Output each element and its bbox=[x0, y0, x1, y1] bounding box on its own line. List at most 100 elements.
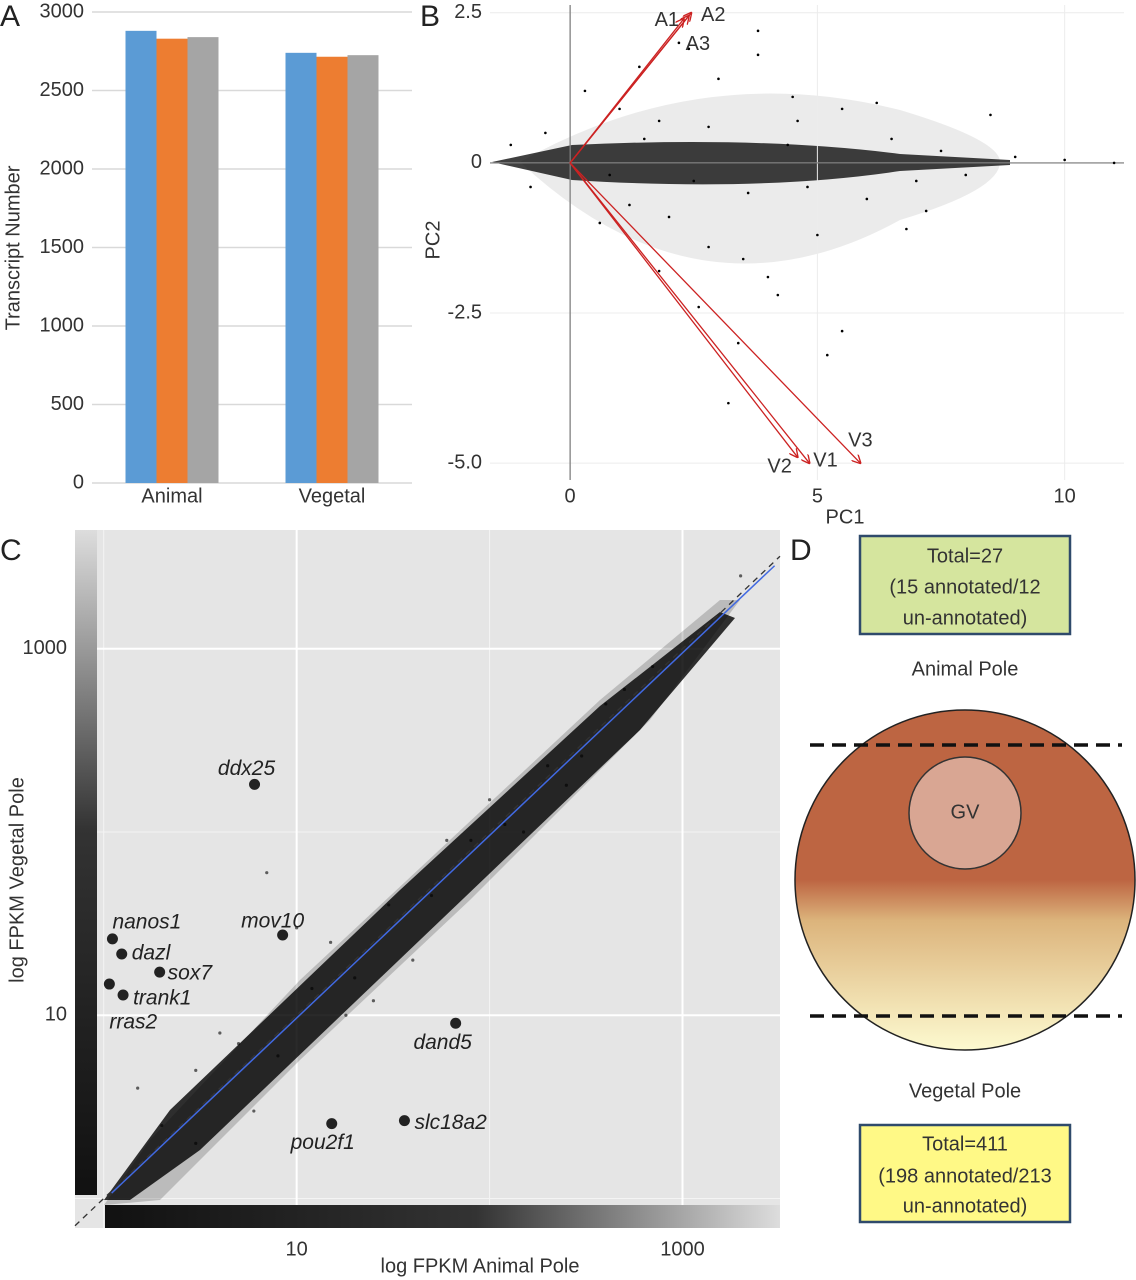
bar bbox=[187, 37, 219, 484]
point bbox=[667, 215, 671, 219]
y-tick-label: 2500 bbox=[40, 79, 85, 101]
gene-point bbox=[450, 1017, 462, 1029]
density-band bbox=[104, 600, 740, 1205]
gene-point bbox=[106, 933, 118, 945]
point bbox=[445, 838, 449, 843]
point bbox=[344, 1013, 348, 1017]
box-line: un-annotated) bbox=[903, 607, 1028, 629]
gene-point bbox=[398, 1115, 410, 1127]
nucleus bbox=[908, 756, 1022, 870]
point bbox=[786, 143, 790, 147]
point bbox=[503, 822, 507, 827]
point bbox=[865, 197, 869, 201]
point bbox=[727, 401, 730, 405]
panel-label: A bbox=[0, 0, 20, 33]
point bbox=[564, 783, 568, 787]
point bbox=[509, 143, 513, 147]
point bbox=[1112, 161, 1116, 165]
x-axis-label: log FPKM Animal Pole bbox=[381, 1255, 580, 1277]
point bbox=[736, 341, 740, 345]
point bbox=[657, 119, 661, 123]
point bbox=[487, 798, 492, 802]
point bbox=[806, 185, 809, 189]
gene-label: slc18a2 bbox=[414, 1111, 487, 1134]
bar bbox=[347, 55, 379, 484]
box-line: Total=27 bbox=[927, 545, 1003, 567]
y-tick-label: 2000 bbox=[40, 157, 85, 179]
gene-label: trank1 bbox=[133, 987, 191, 1010]
gene-label: dand5 bbox=[413, 1031, 472, 1054]
gene-label: pou2f1 bbox=[290, 1131, 355, 1154]
summary-box bbox=[858, 1123, 1072, 1224]
arrow-label: A1 bbox=[655, 9, 679, 31]
point bbox=[840, 107, 844, 111]
point bbox=[697, 305, 700, 309]
point bbox=[628, 203, 631, 207]
point bbox=[875, 101, 879, 105]
y-axis-label: PC2 bbox=[422, 221, 444, 260]
point bbox=[825, 353, 829, 357]
point bbox=[583, 89, 587, 93]
loading-arrow bbox=[569, 162, 809, 463]
gene-point bbox=[117, 989, 129, 1001]
point bbox=[387, 903, 391, 907]
y-tick-label: 1000 bbox=[23, 637, 68, 659]
x-tick-label: 10 bbox=[1054, 485, 1076, 507]
gene-label: ddx25 bbox=[218, 757, 276, 780]
box-line: Total=411 bbox=[922, 1133, 1008, 1155]
point bbox=[692, 179, 696, 183]
point bbox=[756, 53, 760, 57]
pole-label: Vegetal Pole bbox=[909, 1080, 1021, 1102]
nucleus-label: GV bbox=[951, 801, 981, 823]
bar bbox=[285, 52, 317, 483]
x-tick-label: Vegetal bbox=[299, 485, 366, 507]
bar bbox=[156, 38, 188, 483]
point bbox=[521, 830, 526, 834]
point bbox=[608, 173, 611, 177]
point bbox=[580, 754, 584, 758]
point bbox=[756, 29, 760, 33]
gene-label: mov10 bbox=[241, 910, 304, 933]
panel-label: D bbox=[790, 534, 812, 567]
point bbox=[371, 999, 376, 1003]
pole-label: Animal Pole bbox=[912, 658, 1019, 680]
point bbox=[160, 1123, 164, 1128]
point bbox=[622, 687, 627, 692]
point bbox=[546, 764, 550, 768]
point bbox=[604, 702, 608, 706]
y-tick-label: 3000 bbox=[40, 0, 85, 22]
arrow-label: A2 bbox=[701, 4, 725, 26]
gene-label: dazl bbox=[132, 942, 172, 965]
point bbox=[218, 1031, 222, 1035]
y-tick-label: 0 bbox=[471, 151, 482, 173]
oocyte bbox=[794, 709, 1136, 1051]
gene-point bbox=[249, 778, 261, 790]
point bbox=[1063, 158, 1066, 162]
point bbox=[618, 107, 621, 111]
y-tick-label: 1000 bbox=[40, 314, 85, 336]
x-tick-label: 5 bbox=[812, 485, 823, 507]
point bbox=[236, 1042, 241, 1046]
y-tick-label: 0 bbox=[73, 471, 84, 493]
diagram: D Total=27 (15 annotated/12 un-annotated… bbox=[790, 534, 1136, 1224]
bar bbox=[125, 30, 157, 484]
point bbox=[310, 986, 314, 991]
point bbox=[707, 245, 710, 249]
y-tick-label: 2.5 bbox=[454, 1, 482, 23]
y-axis-label: log FPKM Vegetal Pole bbox=[6, 777, 28, 983]
point bbox=[905, 227, 908, 231]
point bbox=[295, 926, 299, 930]
gene-label: sox7 bbox=[168, 962, 214, 985]
point bbox=[638, 65, 641, 69]
point bbox=[194, 1141, 198, 1145]
point bbox=[924, 209, 928, 213]
point bbox=[469, 838, 473, 843]
point bbox=[746, 191, 750, 195]
point bbox=[411, 958, 415, 962]
arrow-label: V1 bbox=[813, 449, 837, 471]
panel-label: B bbox=[420, 0, 440, 33]
point bbox=[265, 871, 269, 875]
point bbox=[687, 47, 691, 51]
gene-point bbox=[103, 978, 115, 990]
